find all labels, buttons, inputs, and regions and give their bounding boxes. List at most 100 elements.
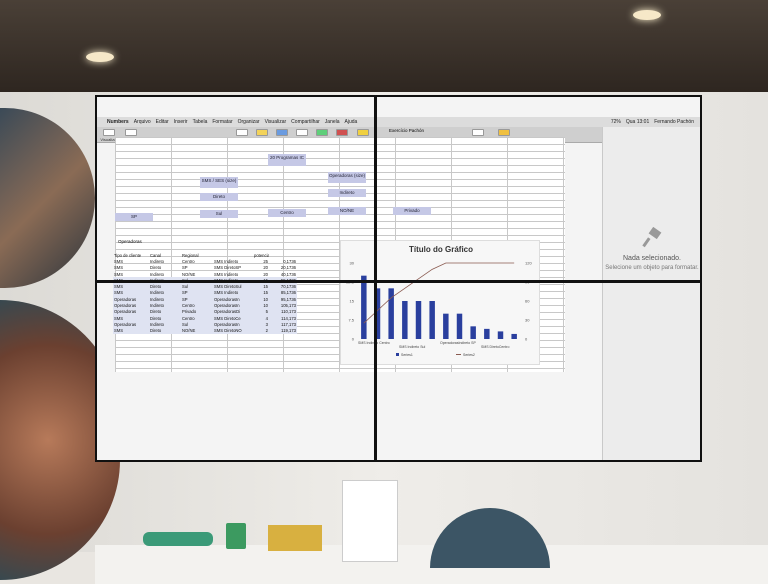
menu-item[interactable]: Compartilhar [291, 119, 320, 125]
table-cell[interactable]: SMS [114, 328, 124, 334]
table-cell[interactable]: SMS DiretoSP [214, 265, 241, 271]
menu-app[interactable]: Numbers [107, 119, 129, 125]
table-cell[interactable]: Indireto [150, 296, 164, 302]
table-cell[interactable]: 110,173 [281, 309, 296, 315]
cell-highlight[interactable]: SMS / SES (size) [200, 177, 238, 188]
table-row[interactable]: Operadoras Direto Privado OperadorasDi 5 110,… [113, 308, 297, 315]
table-row[interactable]: SMS Indireto NO/NE SMS Indireto 20 40,1736 [113, 271, 297, 277]
table-cell[interactable]: 4 [265, 315, 268, 321]
table-cell[interactable]: Operadoras [114, 296, 137, 302]
menu-item[interactable]: Formatar [212, 119, 233, 125]
menu-item[interactable]: Inserir [173, 119, 188, 125]
table-cell[interactable]: 10 [263, 296, 268, 302]
table-cell[interactable]: OperadorasIn [214, 296, 240, 302]
cell-highlight[interactable]: Direto [200, 193, 238, 201]
cell-highlight[interactable]: Privado [393, 207, 431, 215]
table-cell[interactable]: 15 [263, 290, 268, 296]
table-cell[interactable]: 20 [263, 265, 268, 271]
table-cell[interactable]: Operadoras [114, 309, 137, 315]
table-cell[interactable]: SP [182, 290, 188, 296]
cell-highlight[interactable]: Centro [268, 209, 306, 217]
table-cell[interactable]: 85,1736 [280, 290, 296, 296]
table-cell[interactable]: Operadoras [114, 321, 137, 327]
table-cell[interactable]: Sul [182, 321, 189, 327]
menu-item[interactable]: Visualizar [264, 119, 287, 125]
table-cell[interactable]: Direto [150, 265, 162, 271]
table-cell[interactable]: 114,173 [281, 315, 296, 321]
table-cell[interactable]: 20,1736 [280, 265, 296, 271]
table-row[interactable]: Operadoras Indireto Centro OperadorasIn 10 10… [113, 302, 297, 309]
table-cell[interactable]: 15 [263, 284, 268, 290]
table-row[interactable]: Operadoras Indireto Sul OperadorasIn 3 117,17… [113, 321, 297, 328]
table-cell[interactable]: SMS [114, 290, 124, 296]
table-cell[interactable]: 95,1736 [280, 296, 296, 302]
table-cell[interactable]: OperadorasIn [214, 321, 240, 327]
table-row[interactable]: SMS Indireto Centro SMS Indireto 25 0,1736 [113, 258, 297, 264]
clock[interactable]: Qua 13:01 [625, 119, 650, 125]
view-button[interactable]: Visualizar [99, 129, 119, 142]
table-cell[interactable]: Centro [182, 315, 195, 321]
table-cell[interactable]: 5 [265, 309, 268, 315]
table-cell[interactable]: 20 [263, 271, 268, 277]
table-cell[interactable]: Indireto [150, 271, 164, 277]
cell-highlight[interactable]: 20 Programas IC [268, 154, 306, 166]
table-row[interactable]: SMS Direto Centro SMS DiretoCe 4 114,173 [113, 314, 297, 322]
table-cell[interactable]: SMS DiretoNO [214, 328, 242, 334]
table-cell[interactable]: 3 [265, 321, 268, 327]
table-row[interactable]: SMS Indireto SP SMS Indireto 15 85,1736 [113, 289, 297, 297]
menu-item[interactable]: Editar [155, 119, 169, 125]
table-row[interactable]: SMS Direto Sul SMS DiretoSul 15 70,1736 [113, 283, 297, 290]
table-cell[interactable]: 2 [265, 328, 268, 334]
table-cell[interactable]: Indireto [150, 321, 164, 327]
table-row[interactable]: SMS Direto NO/NE SMS DiretoNO 2 119,173 [113, 327, 297, 334]
table-cell[interactable]: Direto [150, 284, 162, 290]
menu-item[interactable]: Ajuda [344, 119, 358, 125]
cell-highlight[interactable]: Sul [200, 210, 238, 218]
table-cell[interactable]: SMS [114, 284, 124, 290]
table-cell[interactable]: 25 [263, 258, 268, 264]
table-cell[interactable]: OperadorasDi [214, 309, 241, 315]
table-cell[interactable]: 119,173 [281, 328, 296, 334]
battery-status[interactable]: 72% [610, 119, 621, 125]
table-cell[interactable]: Indireto [150, 303, 164, 309]
table-cell[interactable]: SMS DiretoSul [214, 284, 242, 290]
table-cell[interactable]: 40,1736 [280, 271, 296, 277]
table-cell[interactable]: NO/NE [182, 271, 196, 277]
table-cell[interactable]: Privado [182, 309, 197, 315]
table-cell[interactable]: 0,1736 [283, 258, 296, 264]
table-cell[interactable]: Direto [150, 309, 162, 315]
table-cell[interactable]: Operadoras [114, 303, 137, 309]
menu-item[interactable]: Arquivo [133, 119, 151, 125]
table-cell[interactable]: OperadorasIn [214, 303, 240, 309]
table-cell[interactable]: 10 [263, 303, 268, 309]
table-cell[interactable]: 70,1736 [280, 284, 296, 290]
cell-highlight[interactable]: Indireto [328, 189, 366, 197]
table-cell[interactable]: Centro [182, 258, 195, 264]
table-cell[interactable]: SMS Indireto [214, 290, 239, 296]
table-cell[interactable]: 105,173 [280, 303, 296, 309]
table-cell[interactable]: SMS DiretoCe [214, 315, 241, 321]
table-cell[interactable]: SMS Indireto [214, 258, 239, 264]
table-cell[interactable]: NO/NE [182, 328, 196, 334]
table-cell[interactable]: Centro [182, 303, 195, 309]
table-cell[interactable]: SMS [114, 271, 124, 277]
menu-item[interactable]: Janela [324, 119, 340, 125]
table-cell[interactable]: 117,173 [281, 321, 296, 327]
table-row[interactable]: SMS Direto SP SMS DiretoSP 20 20,1736 [113, 265, 297, 271]
table-cell[interactable]: SMS Indireto [214, 271, 239, 277]
menu-item[interactable]: Tabela [192, 119, 208, 125]
table-cell[interactable]: SP [182, 265, 188, 271]
table-row[interactable]: Operadoras Indireto SP OperadorasIn 10 95,173… [113, 296, 297, 303]
table-cell[interactable]: SMS [114, 315, 124, 321]
menu-item[interactable]: Organizar [237, 119, 260, 125]
chart[interactable]: Título do Gráfico 07.51522.5300306090120… [340, 240, 540, 365]
user-menu[interactable]: Fernando Pachón [654, 119, 694, 125]
cell-highlight[interactable]: NO/NE [328, 207, 366, 215]
table-cell[interactable]: SP [182, 296, 188, 302]
table-cell[interactable]: Sul [182, 284, 189, 290]
table-cell[interactable]: SMS [114, 265, 124, 271]
table-cell[interactable]: Direto [150, 315, 162, 321]
table-cell[interactable]: Indireto [150, 258, 164, 264]
cell-highlight[interactable]: Operadoras (size) [328, 172, 366, 183]
table-cell[interactable]: Direto [150, 328, 162, 334]
